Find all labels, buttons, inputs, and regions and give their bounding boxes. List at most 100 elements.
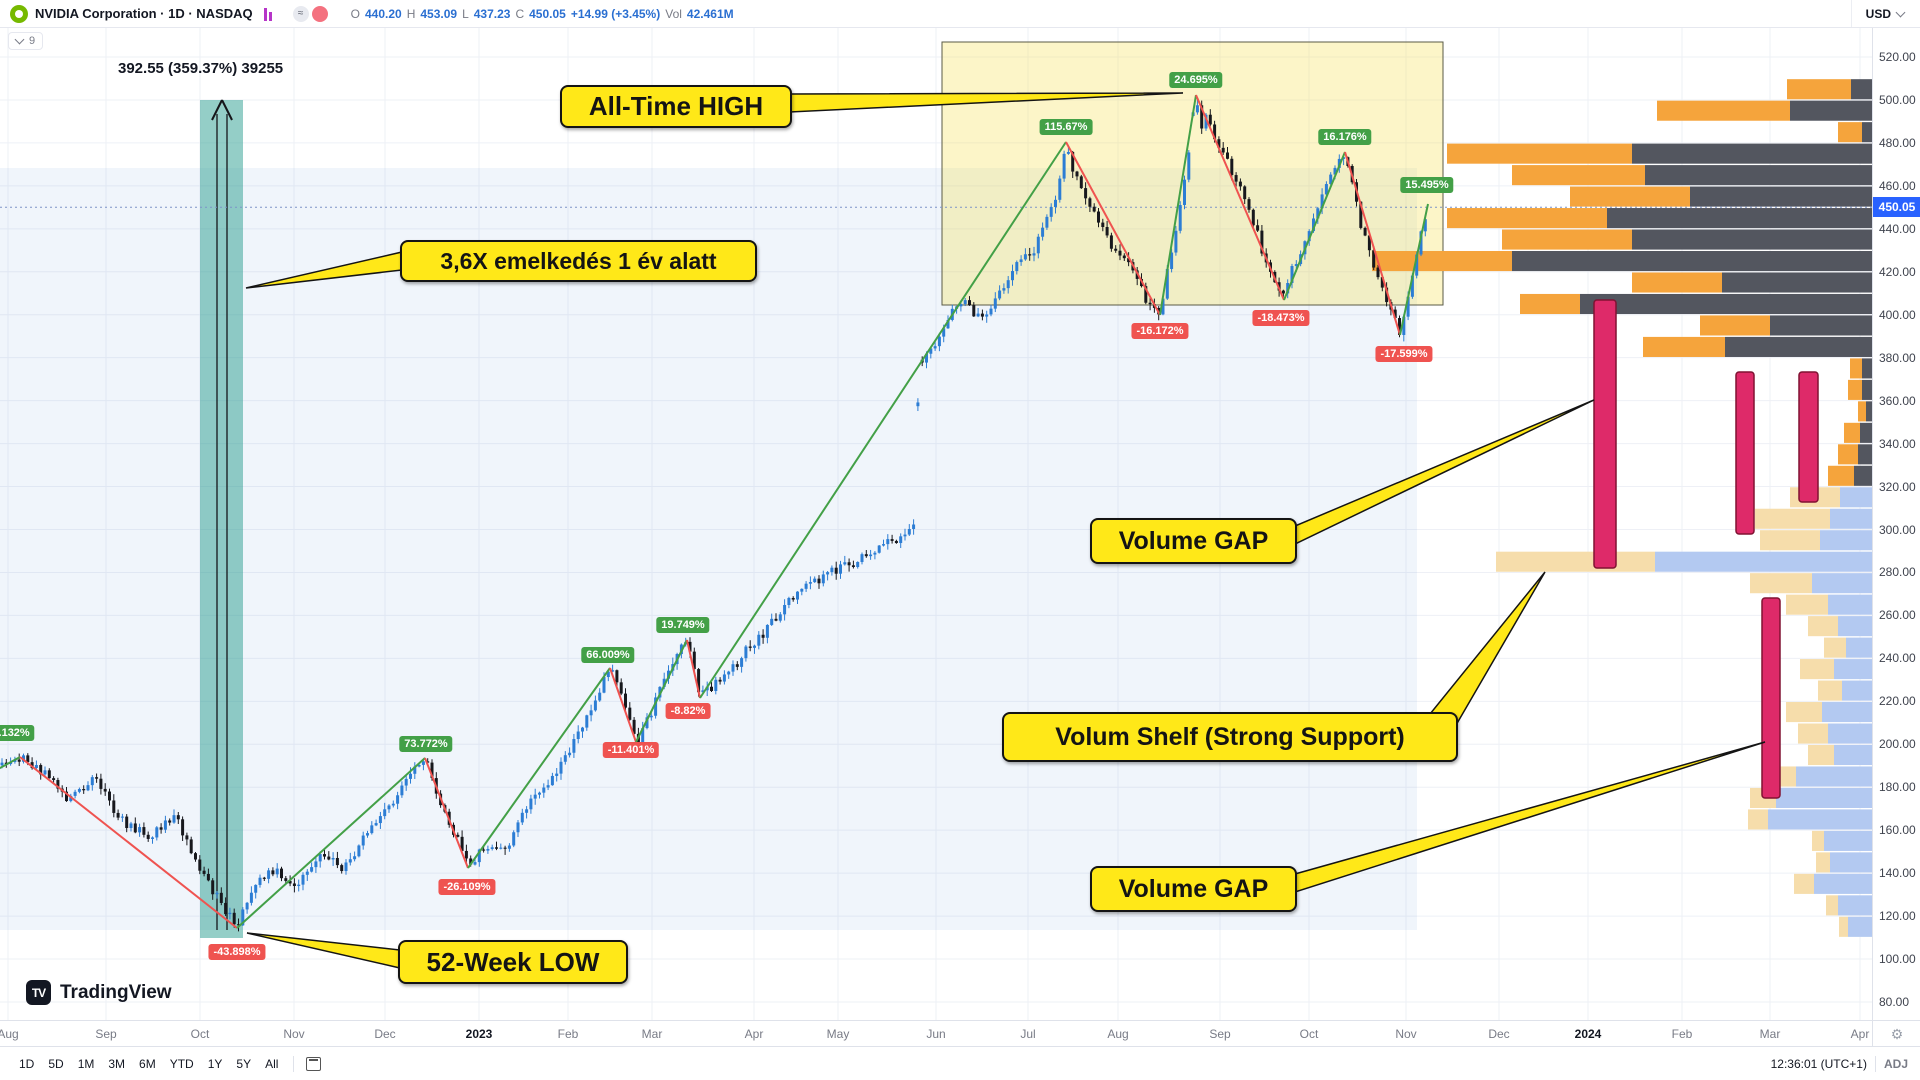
time-tick: Nov [283,1027,305,1041]
currency-selector[interactable]: USD [1850,0,1910,27]
symbol-title[interactable]: NVIDIA Corporation · 1D · NASDAQ [35,6,253,21]
ohlc-key: L [462,6,469,21]
time-tick: Sep [1209,1027,1231,1041]
price-tick: 320.00 [1879,479,1916,494]
ohlc-value: 437.23 [473,6,511,21]
time-tick: Dec [1488,1027,1510,1041]
time-tick: May [826,1027,850,1041]
price-tick: 440.00 [1879,221,1916,236]
ohlc-values: O 440.20 H 453.09 L 437.23 C 450.05 +14.99 (+3.4… [351,7,734,21]
time-tick: Jun [926,1027,946,1041]
time-tick: Apr [744,1027,764,1041]
ohlc-value: 440.20 [364,6,402,21]
price-tick: 380.00 [1879,350,1916,365]
range-button-all[interactable]: All [265,1056,279,1071]
chart-region[interactable]: 37.132%-43.898%73.772%-26.109%66.009%-11… [0,0,1872,1020]
range-buttons: 1D 5D 1M 3M 6M YTD 1Y 5Y All [12,1053,285,1075]
go-to-date-icon[interactable] [306,1056,322,1071]
price-tick: 160.00 [1879,823,1916,838]
volume-profile [1372,79,1872,937]
time-tick: Oct [1299,1027,1319,1041]
chevron-down-icon [1895,7,1906,17]
toolbar-divider [293,1055,295,1072]
last-price-badge: 450.05 [1873,197,1920,218]
symbol-toolbar: NVIDIA Corporation · 1D · NASDAQ ≈ O 440.… [0,0,1920,28]
price-tick: 520.00 [1879,50,1916,64]
time-tick: Feb [1671,1027,1693,1041]
ohlc-value: +14.99 (+3.45%) [570,6,661,21]
time-tick: Sep [95,1027,117,1041]
price-tick: 360.00 [1879,393,1916,408]
price-tick: 140.00 [1879,866,1916,881]
callout-tails [245,92,1766,969]
adj-toggle[interactable]: ADJ [1883,1056,1908,1071]
measure-arrow [200,99,243,938]
time-tick: Jul [1020,1027,1036,1041]
range-button-1m[interactable]: 1M [77,1056,95,1071]
price-tick: 400.00 [1879,307,1916,322]
tradingview-attribution[interactable]: TV TradingView [26,980,172,1005]
price-axis[interactable]: 520.00 500.00 480.00 460.00 440.00 420.00 400.… [1872,28,1920,1020]
time-tick: Apr [1850,1027,1870,1041]
indicators-count: 9 [29,35,36,47]
ohlc-key: C [515,6,525,21]
wave-indicator-icon[interactable]: ≈ [292,5,309,22]
time-tick: Oct [190,1027,210,1041]
ohlc-key: O [350,6,360,21]
toolbar-right: 12:36:01 (UTC+1) ADJ [1770,1055,1908,1072]
price-tick: 340.00 [1879,436,1916,451]
time-tick: Feb [557,1027,579,1041]
toolbar-divider [1874,1055,1876,1072]
range-button-5y[interactable]: 5Y [236,1056,252,1071]
time-tick: Aug [1107,1027,1129,1041]
price-tick: 260.00 [1879,608,1916,623]
bottom-toolbar: 1D 5D 1M 3M 6M YTD 1Y 5Y All 12:36:01 (UTC+1) AD… [0,1046,1920,1080]
ohlc-value: 450.05 [529,6,566,21]
price-tick: 220.00 [1879,694,1916,709]
price-tick: 420.00 [1879,264,1916,279]
volume-gap-bars [0,206,1872,799]
indicator-badges: ≈ [292,5,328,22]
price-tick: 100.00 [1879,952,1916,967]
price-chart[interactable] [0,0,1872,1020]
range-button-ytd[interactable]: YTD [169,1056,194,1071]
time-tick: 2024 [1574,1027,1602,1041]
currency-label: USD [1865,6,1891,21]
price-tick: 80.00 [1879,995,1910,1009]
price-tick: 500.00 [1879,92,1916,107]
time-tick: Dec [374,1027,396,1041]
ohlc-key: Vol [665,6,682,21]
chart-marker-icon[interactable] [263,7,272,21]
price-tick: 480.00 [1879,135,1916,150]
range-button-1y[interactable]: 1Y [207,1056,223,1071]
range-button-6m[interactable]: 6M [139,1056,156,1071]
ohlc-key: H [406,6,416,21]
ohlc-value: 453.09 [420,6,458,21]
price-tick: 240.00 [1879,651,1916,666]
indicators-collapse-button[interactable]: 9 [8,32,44,50]
time-tick: Aug [0,1027,19,1041]
tradingview-logo-icon: TV [26,980,51,1005]
clock-timestamp[interactable]: 12:36:01 (UTC+1) [1770,1056,1867,1071]
range-button-5d[interactable]: 5D [48,1056,64,1071]
time-axis[interactable]: Aug Sep Oct Nov Dec 2023 Feb Mar Apr May Jun Jul Aug… [0,1020,1872,1047]
time-tick: Mar [641,1027,663,1041]
axis-settings-corner[interactable]: ⚙ [1872,1020,1920,1047]
settings-gear-icon[interactable]: ⚙ [1890,1025,1904,1042]
time-tick: Nov [1395,1027,1417,1041]
range-button-3m[interactable]: 3M [108,1056,126,1071]
price-tick: 300.00 [1879,522,1916,537]
price-tick: 120.00 [1879,909,1916,924]
ohlc-value: 42.461M [686,6,734,21]
price-tick: 460.00 [1879,178,1916,193]
zigzag-lines [0,94,1429,929]
dot-indicator-icon[interactable] [311,5,328,22]
nvidia-logo-icon[interactable] [10,4,28,23]
price-tick: 180.00 [1879,780,1916,795]
range-button-1d[interactable]: 1D [19,1056,35,1071]
chevron-down-icon [14,34,25,45]
time-tick: 2023 [465,1027,493,1041]
price-tick: 200.00 [1879,737,1916,752]
tradingview-wordmark: TradingView [60,981,172,1003]
